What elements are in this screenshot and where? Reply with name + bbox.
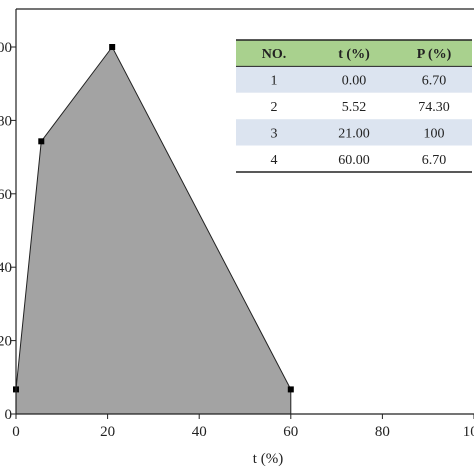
table-header [236,40,472,67]
table-row [236,66,472,93]
table-cell: 4 [271,153,278,168]
table-row [236,119,472,146]
y-tick-label: 0 [5,407,13,423]
y-tick-label: 100 [0,40,12,56]
table-cell: 1 [271,74,278,89]
table-cell: 6.70 [422,153,447,168]
x-tick-label: 80 [375,424,390,440]
table-header-cell: P (%) [417,47,452,62]
table-cell: 60.00 [338,153,370,168]
point-marker [109,44,116,50]
y-tick-label: 60 [0,187,12,203]
table-cell: 21.00 [338,126,370,141]
x-tick-label: 0 [12,424,20,440]
table-cell: 6.70 [422,74,447,89]
table-row [236,145,472,172]
table-cell: 0.00 [342,74,367,89]
table-cell: 2 [271,100,278,115]
x-tick-label: 60 [283,424,298,440]
table-cell: 74.30 [418,100,450,115]
table-header-cell: t (%) [338,47,370,62]
data-table: NO. t (%) P (%) 1 0.00 6.70 2 5.52 74.30 3 21.00 10… [236,39,472,173]
table-header-cell: NO. [262,47,287,62]
y-tick-label: 80 [0,113,12,129]
x-axis-label: t (%) [253,451,283,467]
x-tick-label: 20 [100,424,115,440]
table-cell: 5.52 [342,100,367,115]
table-cell: 100 [424,126,445,141]
y-tick-label: 20 [0,334,12,350]
x-tick-label: 100 [463,424,474,440]
point-marker [38,138,45,145]
table-cell: 3 [271,126,278,141]
point-marker [287,386,294,393]
table-row [236,92,472,120]
y-tick-label: 40 [0,260,12,276]
x-tick-label: 40 [192,424,207,440]
